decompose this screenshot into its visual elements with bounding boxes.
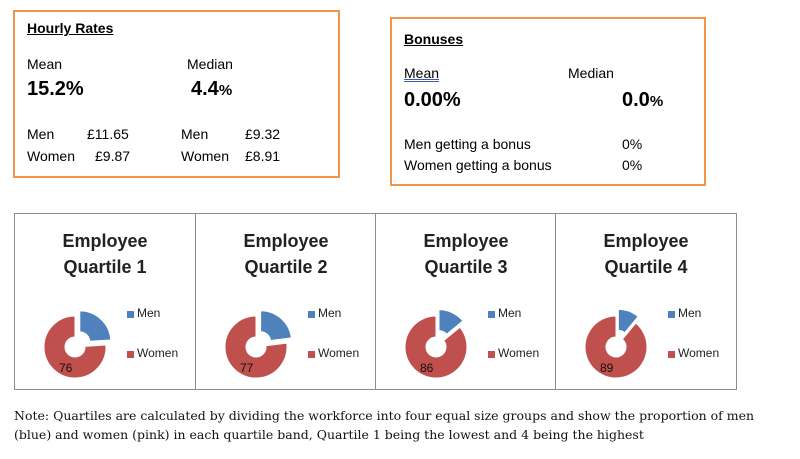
hourly-mean-men-value: £11.65	[87, 126, 129, 142]
quartile-note: Note: Quartiles are calculated by dividi…	[14, 408, 755, 442]
data-label-women: 76	[59, 361, 73, 375]
legend-swatch-women	[668, 351, 675, 358]
slice-men	[438, 309, 464, 335]
legend-swatch-women	[308, 351, 315, 358]
hourly-mean-value: 15.2%	[27, 78, 84, 100]
hourly-mean-women-value: £9.87	[95, 148, 131, 164]
bonuses-median-unit: %	[649, 93, 664, 110]
bonuses-median-value-group: 0.0%	[622, 89, 663, 112]
chart-title-line2: Quartile 3	[424, 257, 508, 277]
legend-swatch-men	[668, 311, 675, 318]
slice-men	[79, 310, 112, 342]
legend-label-men: Men	[678, 306, 702, 320]
hourly-median-women-label: Women	[181, 148, 229, 164]
chart-title-line2: Quartile 1	[63, 257, 147, 277]
legend-swatch-men	[308, 311, 315, 318]
hourly-median-value-group: 4.4%	[191, 78, 232, 101]
donut-chart: 76	[43, 310, 112, 379]
donut-chart: 89	[584, 308, 648, 379]
quartile-3-chart: Employee Quartile 3 86 Men Women	[375, 213, 557, 390]
slice-men	[617, 308, 639, 334]
hourly-median-value: 4.4	[191, 78, 219, 100]
bonuses-men-label: Men getting a bonus	[404, 136, 531, 152]
data-label-women: 86	[420, 361, 434, 375]
legend-label-women: Women	[498, 346, 540, 360]
hourly-mean-women-label: Women	[27, 148, 75, 164]
chart-title: Employee Quartile 4	[556, 228, 736, 280]
legend-label-men: Men	[498, 306, 522, 320]
bonuses-women-value: 0%	[622, 157, 643, 173]
hourly-rates-title: Hourly Rates	[27, 20, 114, 36]
bonuses-panel: Bonuses Mean Median 0.00% 0.0% Men getti…	[390, 17, 706, 186]
bonuses-median-value: 0.0	[622, 89, 650, 111]
legend-swatch-men	[127, 311, 134, 318]
legend-label-women: Women	[678, 346, 720, 360]
legend-label-women: Women	[318, 346, 360, 360]
quartile-2-chart: Employee Quartile 2 77 Men Women	[195, 213, 377, 390]
bonuses-median-label: Median	[568, 65, 614, 81]
chart-title-line1: Employee	[243, 231, 329, 251]
hourly-median-unit: %	[218, 82, 233, 99]
legend-swatch-men	[488, 311, 495, 318]
legend-label-men: Men	[318, 306, 342, 320]
legend-swatch-women	[488, 351, 495, 358]
slice-women	[404, 315, 468, 379]
hourly-median-men-label: Men	[181, 126, 209, 142]
legend-swatch-women	[127, 351, 134, 358]
data-label-women: 89	[600, 361, 614, 375]
legend-label-men: Men	[137, 306, 161, 320]
chart-title-line1: Employee	[603, 231, 689, 251]
bonuses-men-value: 0%	[622, 136, 643, 152]
hourly-mean-men-label: Men	[27, 126, 55, 142]
hourly-median-men-value: £9.32	[245, 126, 281, 142]
chart-title-line2: Quartile 4	[604, 257, 688, 277]
chart-title-line1: Employee	[62, 231, 148, 251]
bonuses-women-label: Women getting a bonus	[404, 157, 552, 173]
chart-title: Employee Quartile 1	[15, 228, 195, 280]
chart-title-line2: Quartile 2	[244, 257, 328, 277]
legend-label-women: Women	[137, 346, 179, 360]
slice-women	[224, 315, 288, 379]
slice-women	[584, 315, 648, 379]
donut-chart: 77	[224, 310, 292, 379]
chart-title: Employee Quartile 2	[196, 228, 376, 280]
bonuses-mean-label: Mean	[404, 65, 440, 81]
bonuses-title: Bonuses	[404, 31, 464, 47]
hourly-rates-panel: Hourly Rates Mean Median 15.2% 4.4% Men …	[13, 10, 340, 178]
hourly-mean-label: Mean	[27, 56, 63, 72]
data-label-women: 77	[240, 361, 254, 375]
slice-men	[260, 310, 292, 342]
chart-title: Employee Quartile 3	[376, 228, 556, 280]
bonuses-mean-value: 0.00%	[404, 89, 461, 111]
donut-chart: 86	[404, 309, 468, 379]
hourly-median-women-value: £8.91	[245, 148, 281, 164]
quartile-4-chart: Employee Quartile 4 89 Men Women	[555, 213, 737, 390]
quartile-1-chart: Employee Quartile 1 76 Men Women	[14, 213, 196, 390]
hourly-median-label: Median	[187, 56, 233, 72]
chart-title-line1: Employee	[423, 231, 509, 251]
slice-women	[43, 315, 107, 379]
